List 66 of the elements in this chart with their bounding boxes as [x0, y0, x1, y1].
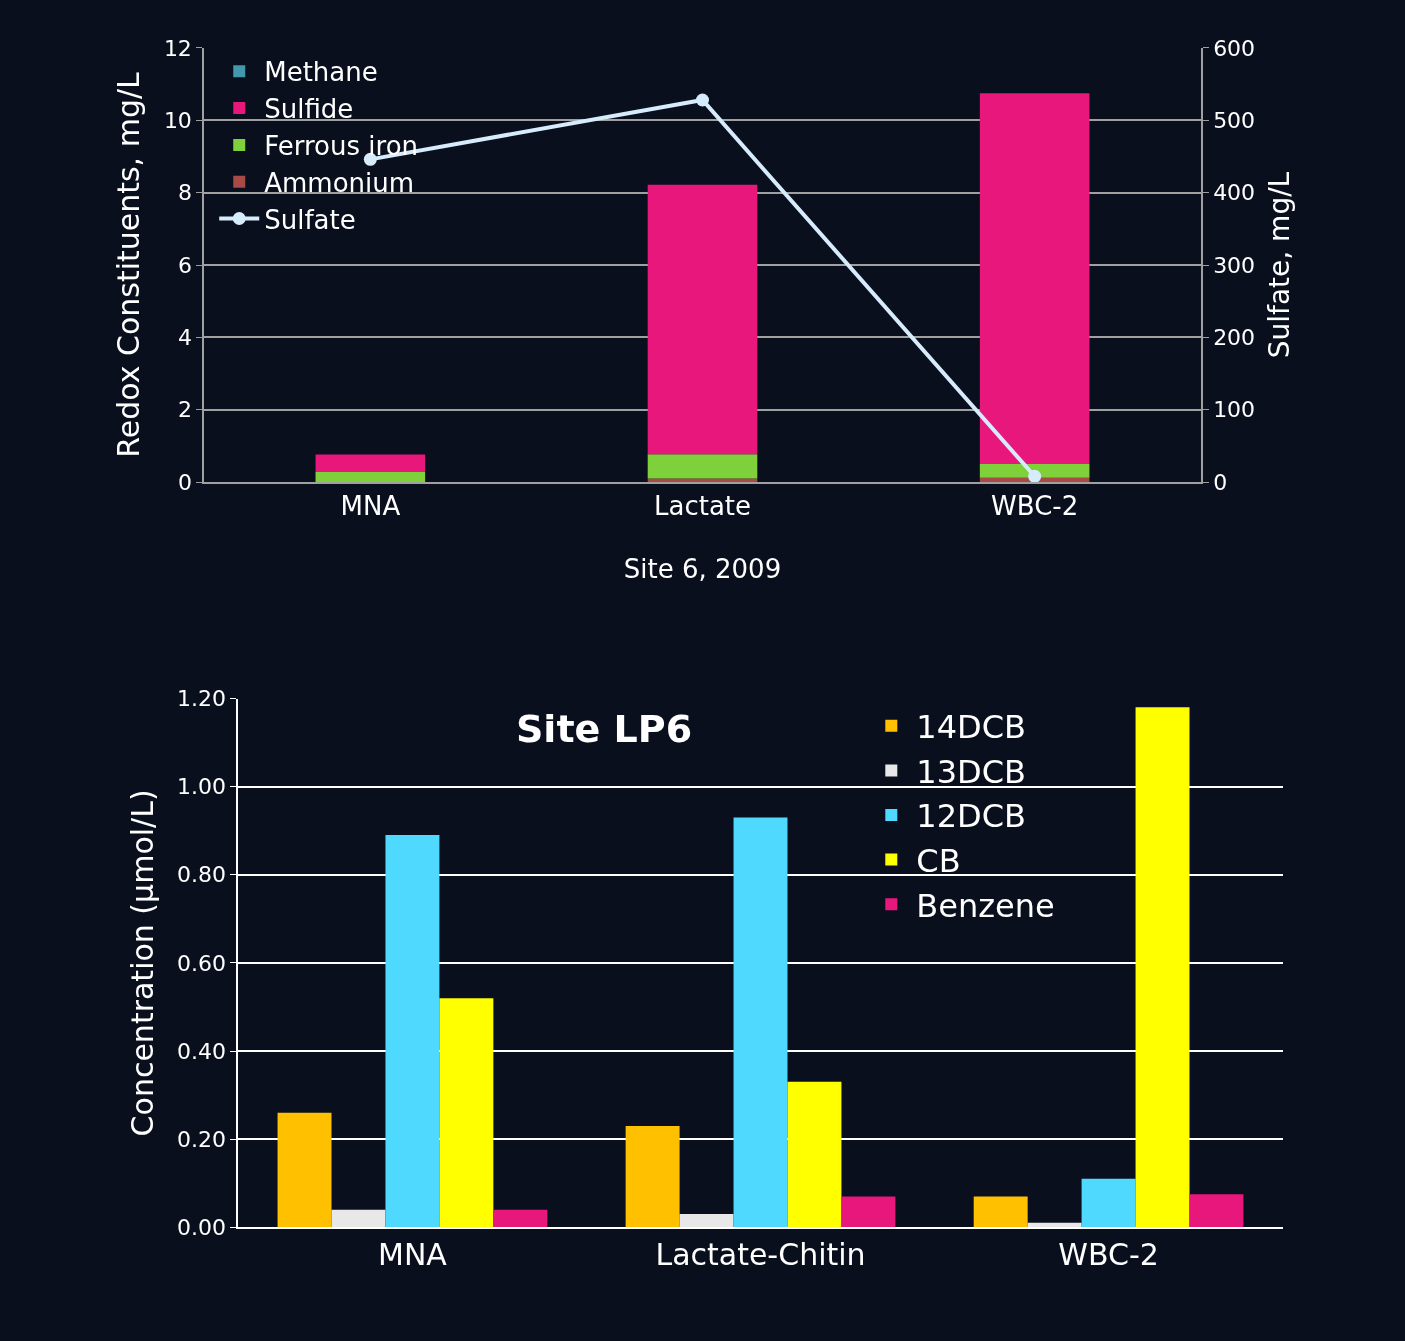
y-tick-label: 0 — [177, 469, 192, 495]
y2-tick-label: 200 — [1213, 325, 1256, 351]
y-tick-label: 1.20 — [177, 686, 226, 712]
bar — [679, 1214, 734, 1228]
legend-label: Sulfate — [264, 204, 356, 235]
y2-tick-label: 400 — [1213, 180, 1256, 206]
y-tick-label: 0.00 — [177, 1214, 226, 1240]
x-tick-label: MNA — [378, 1237, 448, 1273]
legend-label: 14DCB — [916, 708, 1026, 747]
legend-label: Sulfide — [264, 94, 354, 125]
y2-axis-title: Sulfate, mg/L — [1262, 171, 1296, 359]
bar — [841, 1196, 896, 1228]
bar — [315, 471, 426, 483]
x-tick-label: MNA — [340, 491, 401, 522]
y-tick-label: 0.20 — [177, 1126, 226, 1152]
x-axis-title: Site 6, 2009 — [623, 554, 782, 585]
y2-tick-label: 0 — [1213, 469, 1228, 495]
bar — [331, 1209, 386, 1228]
y-tick-label: 6 — [177, 252, 192, 278]
bar — [979, 463, 1090, 478]
y-tick-label: 12 — [163, 35, 192, 61]
x-tick-label: Lactate-Chitin — [655, 1237, 866, 1273]
legend-label: Methane — [264, 57, 378, 88]
bar — [439, 998, 494, 1228]
y-tick-label: 1.00 — [177, 774, 226, 800]
bar — [315, 454, 426, 472]
legend-label: Ammonium — [264, 167, 415, 198]
legend-label: 13DCB — [916, 752, 1026, 791]
bar — [385, 835, 440, 1228]
y-axis-title: Concentration (µmol/L) — [124, 789, 160, 1137]
point — [1028, 469, 1042, 483]
bar — [647, 184, 758, 455]
bar — [787, 1081, 842, 1228]
y2-tick-label: 600 — [1213, 35, 1256, 61]
y-tick-label: 0.80 — [177, 862, 226, 888]
legend-label: CB — [916, 842, 961, 881]
y2-tick-label: 100 — [1213, 397, 1256, 423]
bar — [1027, 1222, 1082, 1228]
y-tick-label: 2 — [177, 397, 192, 423]
bar — [647, 478, 758, 483]
y-axis-title: Redox Constituents, mg/L — [111, 71, 147, 458]
point — [696, 93, 710, 107]
legend-label: Benzene — [916, 886, 1055, 925]
bar — [1135, 707, 1190, 1228]
bar — [647, 454, 758, 479]
legend-label: Ferrous iron — [264, 131, 419, 162]
bar — [733, 817, 788, 1228]
bar — [1189, 1194, 1244, 1228]
y-tick-label: 10 — [163, 107, 192, 133]
y-tick-label: 0.40 — [177, 1038, 226, 1064]
legend-label: 12DCB — [916, 797, 1026, 836]
bar — [493, 1209, 548, 1228]
y-tick-label: 0.60 — [177, 950, 226, 976]
bar — [973, 1196, 1028, 1228]
x-tick-label: Lactate — [653, 491, 752, 522]
bar — [277, 1112, 332, 1228]
y2-tick-label: 500 — [1213, 107, 1256, 133]
bar — [625, 1125, 680, 1228]
x-tick-label: WBC-2 — [991, 491, 1079, 522]
y-tick-label: 8 — [177, 180, 192, 206]
bar — [979, 93, 1090, 464]
bar — [1081, 1178, 1136, 1228]
y-tick-label: 4 — [177, 325, 192, 351]
chart-title: Site LP6 — [516, 707, 693, 751]
y2-tick-label: 300 — [1213, 252, 1256, 278]
x-tick-label: WBC-2 — [1058, 1237, 1159, 1273]
